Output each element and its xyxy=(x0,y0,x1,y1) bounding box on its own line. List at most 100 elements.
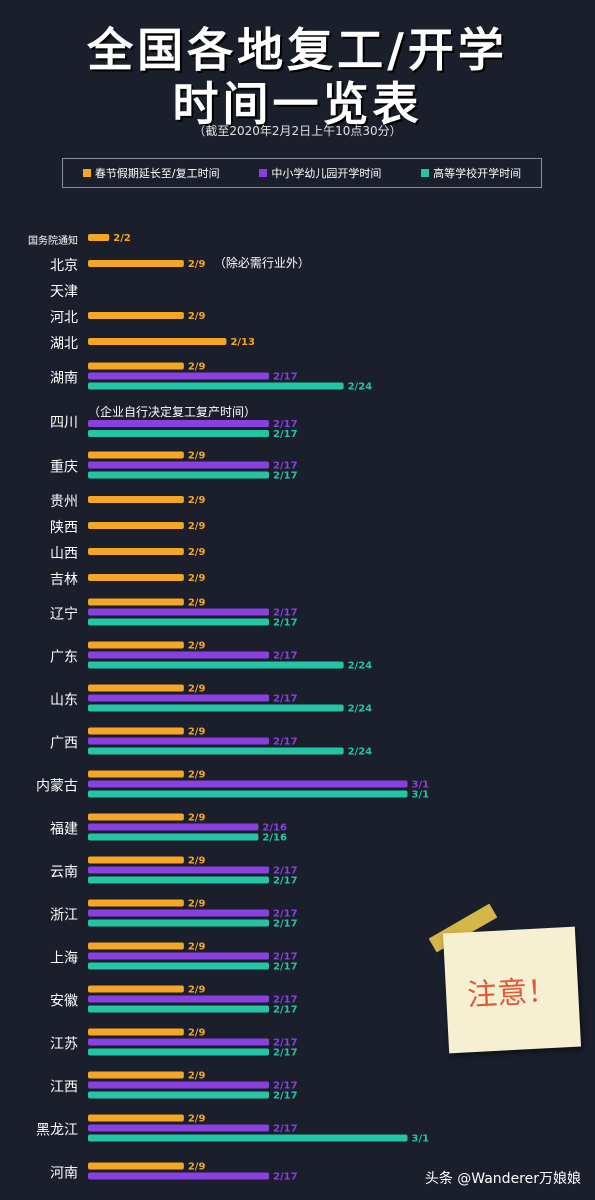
region-label: 吉林 xyxy=(50,572,78,588)
bar-value-label: 2/9 xyxy=(188,770,206,781)
bar-value-label: 3/1 xyxy=(412,1134,430,1145)
region-label: 天津 xyxy=(50,284,78,300)
legend-item-college: 高等学校开学时间 xyxy=(421,165,521,181)
bar-college xyxy=(88,1134,408,1142)
bar-work xyxy=(88,312,184,319)
title-line-1: 全国各地复工/开学 xyxy=(87,23,508,77)
bar-value-label: 2/17 xyxy=(273,429,298,440)
bar-work xyxy=(88,234,110,241)
region-label: 内蒙古 xyxy=(36,779,78,795)
region-label: 福建 xyxy=(50,822,78,838)
legend-swatch-work xyxy=(82,169,91,177)
bar-work xyxy=(88,496,184,503)
region-label: 云南 xyxy=(50,865,78,881)
bar-value-label: 2/9 xyxy=(188,311,206,322)
bar-work xyxy=(88,1071,184,1079)
title-line-2: 时间一览表 xyxy=(172,77,423,131)
sticky-note: 注意！ xyxy=(442,926,582,1054)
bar-college xyxy=(88,704,344,712)
bar-work xyxy=(88,985,184,993)
region-label: 黑龙江 xyxy=(36,1123,78,1139)
bar-school xyxy=(88,866,270,874)
region-label: 北京 xyxy=(50,258,78,274)
bar-value-label: 2/9 xyxy=(188,495,206,506)
bar-school xyxy=(88,909,270,917)
bar-work xyxy=(88,548,184,555)
bar-work xyxy=(88,770,184,778)
bar-school xyxy=(88,1038,270,1046)
bar-work xyxy=(88,813,184,821)
bar-value-label: 2/17 xyxy=(273,1172,298,1183)
bar-college xyxy=(88,1091,270,1099)
bar-value-label: 2/17 xyxy=(273,471,298,482)
bar-value-label: 3/1 xyxy=(412,780,430,791)
bar-school xyxy=(88,461,270,469)
legend: 春节假期延长至/复工时间 中小学幼儿园开学时间 高等学校开学时间 xyxy=(62,158,542,188)
region-label: 重庆 xyxy=(50,460,78,476)
bar-work xyxy=(88,338,227,345)
legend-label-school: 中小学幼儿园开学时间 xyxy=(271,167,382,180)
region-label: 湖北 xyxy=(50,336,78,352)
bar-college xyxy=(88,747,344,755)
bar-value-label: 2/9 xyxy=(188,547,206,558)
bar-school xyxy=(88,1124,270,1132)
bar-value-label: 2/24 xyxy=(348,704,373,715)
bar-value-label: 2/9 xyxy=(188,1114,206,1125)
region-label: 河北 xyxy=(50,310,78,326)
bar-college xyxy=(88,790,408,798)
legend-label-work: 春节假期延长至/复工时间 xyxy=(94,167,220,180)
bar-value-label: 2/9 xyxy=(188,1071,206,1082)
bar-value-label: 2/17 xyxy=(273,1081,298,1092)
legend-item-school: 中小学幼儿园开学时间 xyxy=(259,165,381,181)
bar-work xyxy=(88,942,184,950)
bar-work xyxy=(88,1162,184,1170)
region-label: 广西 xyxy=(50,736,78,752)
bar-school xyxy=(88,694,270,702)
bar-value-label: 2/17 xyxy=(273,1124,298,1135)
region-label: 上海 xyxy=(50,951,78,967)
note-text: 注意！ xyxy=(466,973,559,1014)
bar-value-label: 2/9 xyxy=(188,985,206,996)
bar-value-label: 2/17 xyxy=(273,909,298,920)
bar-value-label: 2/9 xyxy=(188,573,206,584)
region-label: 安徽 xyxy=(50,994,78,1010)
bar-school xyxy=(88,952,270,960)
bar-school xyxy=(88,1081,270,1089)
region-label: 江苏 xyxy=(50,1037,78,1053)
bar-value-label: 2/17 xyxy=(273,419,298,430)
bar-school xyxy=(88,651,270,659)
bar-school xyxy=(88,737,270,745)
bar-value-label: 3/1 xyxy=(412,790,430,801)
bar-college xyxy=(88,661,344,669)
bar-value-label: 2/17 xyxy=(273,1038,298,1049)
bar-school xyxy=(88,1172,270,1180)
bar-work xyxy=(88,1114,184,1122)
bar-value-label: 2/17 xyxy=(273,952,298,963)
bar-college xyxy=(88,962,270,970)
bar-value-label: 2/17 xyxy=(273,372,298,383)
bar-value-label: 2/9 xyxy=(188,451,206,462)
bar-work xyxy=(88,598,184,606)
bar-value-label: 2/17 xyxy=(273,866,298,877)
bar-value-label: 2/17 xyxy=(273,737,298,748)
bar-value-label: 2/9 xyxy=(188,521,206,532)
bar-value-label: 2/9 xyxy=(188,1028,206,1039)
bar-value-label: 2/17 xyxy=(273,1005,298,1016)
bar-work xyxy=(88,727,184,735)
bar-value-label: 2/9 xyxy=(188,727,206,738)
watermark: 头条 @Wanderer万娘娘 xyxy=(424,1171,581,1187)
bar-college xyxy=(88,919,270,927)
bar-work xyxy=(88,856,184,864)
region-label: 湖南 xyxy=(50,371,78,387)
bar-school xyxy=(88,780,408,788)
region-label: 国务院通知 xyxy=(28,234,78,247)
bar-value-label: 2/9 xyxy=(188,856,206,867)
bar-college xyxy=(88,833,259,841)
region-note: （除必需行业外） xyxy=(214,255,310,270)
bar-work xyxy=(88,451,184,459)
bar-college xyxy=(88,382,344,390)
bar-value-label: 2/24 xyxy=(348,661,373,672)
bar-school xyxy=(88,420,270,427)
bar-work xyxy=(88,899,184,907)
